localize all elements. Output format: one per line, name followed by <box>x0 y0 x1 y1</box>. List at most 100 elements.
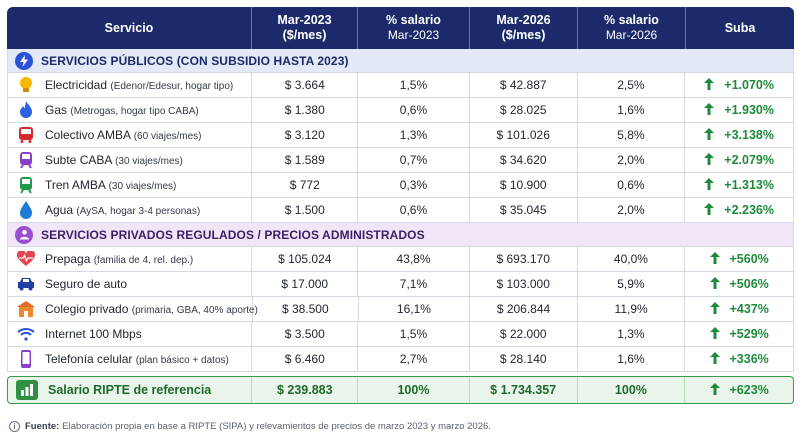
salary-share-2026: 1,3% <box>578 322 686 346</box>
salary-share-2023: 0,3% <box>358 173 470 197</box>
table-row: Gas (Metrogas, hogar tipo CABA) $ 1.380 0,… <box>8 98 793 123</box>
header-mar2023-price: Mar-2023 ($/mes) <box>252 7 358 49</box>
rise-value: +506% <box>709 276 769 292</box>
rise-value: +529% <box>709 326 769 342</box>
arrow-up-icon <box>704 177 715 193</box>
rise-value: +3.138% <box>704 127 774 143</box>
price-2026: $ 28.025 <box>470 98 578 122</box>
salary-share-2023: 0,7% <box>358 148 470 172</box>
price-2023: $ 1.380 <box>252 98 359 122</box>
price-2026: $ 35.045 <box>470 198 578 222</box>
car-icon <box>16 274 36 294</box>
service-name: Seguro de auto <box>45 277 128 291</box>
service-name: Gas (Metrogas, hogar tipo CABA) <box>45 103 199 117</box>
services-price-table: Servicio Mar-2023 ($/mes) % salario Mar-20… <box>7 7 794 404</box>
service-name: Prepaga (familia de 4, rel. dep.) <box>45 252 194 266</box>
salary-share-2023: 1,5% <box>358 73 470 97</box>
arrow-up-icon <box>709 382 720 398</box>
total-row: Salario RIPTE de referencia $ 239.883 10… <box>7 376 794 404</box>
total-rise: +623% <box>709 382 769 398</box>
salary-share-2026: 40,0% <box>578 247 686 271</box>
service-name: Internet 100 Mbps <box>45 327 142 341</box>
table-row: Colectivo AMBA (60 viajes/mes) $ 3.120 1,3… <box>8 123 793 148</box>
total-price-2026: $ 1.734.357 <box>470 377 578 403</box>
section-public-services: SERVICIOS PÚBLICOS (CON SUBSIDIO HASTA 2… <box>8 49 793 73</box>
arrow-up-icon <box>704 152 715 168</box>
service-detail: (AySA, hogar 3-4 personas) <box>76 206 201 217</box>
price-2026: $ 101.026 <box>470 123 578 147</box>
rise-value: +1.070% <box>704 77 774 93</box>
service-detail: (familia de 4, rel. dep.) <box>93 255 194 266</box>
header-mar2026-price: Mar-2026 ($/mes) <box>470 7 578 49</box>
salary-share-2023: 16,1% <box>359 297 471 321</box>
salary-share-2023: 1,5% <box>358 322 470 346</box>
price-2026: $ 206.844 <box>470 297 578 321</box>
total-price-2023: $ 239.883 <box>252 377 359 403</box>
table-row: Seguro de auto $ 17.000 7,1% $ 103.000 5,9%… <box>8 272 793 297</box>
arrow-up-icon <box>709 351 720 367</box>
price-2023: $ 3.120 <box>252 123 359 147</box>
price-2026: $ 42.887 <box>470 73 578 97</box>
table-row: Colegio privado (primaria, GBA, 40% apor… <box>8 297 793 322</box>
arrow-up-icon <box>704 202 715 218</box>
rise-value: +560% <box>709 251 769 267</box>
price-2023: $ 105.024 <box>252 247 359 271</box>
heartbeat-icon <box>16 249 36 269</box>
source-note: i Fuente: Elaboración propia en base a RI… <box>9 421 491 432</box>
salary-share-2026: 1,6% <box>578 98 686 122</box>
salary-share-2026: 2,0% <box>578 148 686 172</box>
salary-share-2026: 0,6% <box>578 173 686 197</box>
price-2026: $ 103.000 <box>470 272 578 296</box>
price-2023: $ 17.000 <box>252 272 359 296</box>
arrow-up-icon <box>704 102 715 118</box>
salary-share-2023: 0,6% <box>358 98 470 122</box>
service-detail: (Edenor/Edesur, hogar tipo) <box>110 81 234 92</box>
table-row: Subte CABA (30 viajes/mes) $ 1.589 0,7% $ 3… <box>8 148 793 173</box>
service-name: Subte CABA (30 viajes/mes) <box>45 153 183 167</box>
salary-share-2023: 2,7% <box>358 347 470 371</box>
arrow-up-icon <box>704 127 715 143</box>
table-row: Agua (AySA, hogar 3-4 personas) $ 1.500 0,… <box>8 198 793 223</box>
total-salary-2023: 100% <box>358 377 470 403</box>
service-name: Agua (AySA, hogar 3-4 personas) <box>45 203 201 217</box>
price-2026: $ 693.170 <box>470 247 578 271</box>
service-detail: (primaria, GBA, 40% aporte) <box>131 305 258 316</box>
rise-value: +2.236% <box>704 202 774 218</box>
smartphone-icon <box>16 349 36 369</box>
section-private-services: SERVICIOS PRIVADOS REGULADOS / PRECIOS A… <box>8 223 793 247</box>
wifi-icon <box>16 324 36 344</box>
table-row: Tren AMBA (30 viajes/mes) $ 772 0,3% $ 10.9… <box>8 173 793 198</box>
arrow-up-icon <box>709 326 720 342</box>
school-icon <box>16 299 36 319</box>
rise-value: +336% <box>709 351 769 367</box>
bus-icon <box>16 125 36 145</box>
total-salary-2026: 100% <box>578 377 686 403</box>
rise-value: +1.313% <box>704 177 774 193</box>
table-row: Prepaga (familia de 4, rel. dep.) $ 105.0… <box>8 247 793 272</box>
rise-value: +437% <box>709 301 769 317</box>
price-2026: $ 34.620 <box>470 148 578 172</box>
header-mar2023-salary: % salario Mar-2023 <box>358 7 470 49</box>
salary-share-2023: 0,6% <box>358 198 470 222</box>
salary-share-2023: 43,8% <box>358 247 470 271</box>
salary-share-2023: 1,3% <box>358 123 470 147</box>
section-title: SERVICIOS PRIVADOS REGULADOS / PRECIOS A… <box>41 227 425 242</box>
salary-share-2026: 5,9% <box>578 272 686 296</box>
service-detail: (plan básico + datos) <box>135 355 229 366</box>
salary-share-2023: 7,1% <box>358 272 470 296</box>
table-header: Servicio Mar-2023 ($/mes) % salario Mar-20… <box>7 7 794 49</box>
price-2026: $ 28.140 <box>470 347 578 371</box>
lightbulb-icon <box>16 75 36 95</box>
service-name: Colegio privado (primaria, GBA, 40% apor… <box>45 302 258 316</box>
price-2023: $ 3.664 <box>252 73 359 97</box>
table-row: Electricidad (Edenor/Edesur, hogar tipo)… <box>8 73 793 98</box>
lightning-icon <box>15 51 33 70</box>
price-2023: $ 1.500 <box>252 198 359 222</box>
subway-icon <box>16 150 36 170</box>
info-icon: i <box>9 421 20 432</box>
arrow-up-icon <box>709 276 720 292</box>
header-servicio: Servicio <box>7 7 252 49</box>
price-2023: $ 3.500 <box>252 322 359 346</box>
price-2026: $ 22.000 <box>470 322 578 346</box>
water-drop-icon <box>16 200 36 220</box>
